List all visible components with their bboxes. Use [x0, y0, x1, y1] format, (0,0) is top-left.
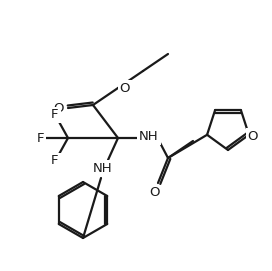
Text: O: O	[248, 130, 258, 143]
Text: NH: NH	[93, 162, 113, 175]
Text: F: F	[51, 154, 59, 167]
Text: NH: NH	[139, 131, 159, 144]
Text: O: O	[120, 82, 130, 95]
Text: O: O	[54, 102, 64, 115]
Text: F: F	[36, 131, 44, 144]
Text: O: O	[150, 186, 160, 199]
Text: F: F	[51, 108, 59, 121]
